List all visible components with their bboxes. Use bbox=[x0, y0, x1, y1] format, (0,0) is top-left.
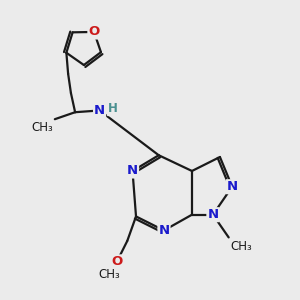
Text: O: O bbox=[88, 26, 100, 38]
Text: CH₃: CH₃ bbox=[31, 121, 53, 134]
Text: O: O bbox=[111, 255, 122, 268]
Text: N: N bbox=[158, 224, 169, 237]
Text: N: N bbox=[127, 164, 138, 178]
Text: CH₃: CH₃ bbox=[230, 240, 252, 253]
Text: H: H bbox=[108, 102, 118, 115]
Text: N: N bbox=[226, 180, 238, 193]
Text: N: N bbox=[94, 104, 105, 117]
Text: N: N bbox=[207, 208, 218, 221]
Text: CH₃: CH₃ bbox=[98, 268, 120, 281]
